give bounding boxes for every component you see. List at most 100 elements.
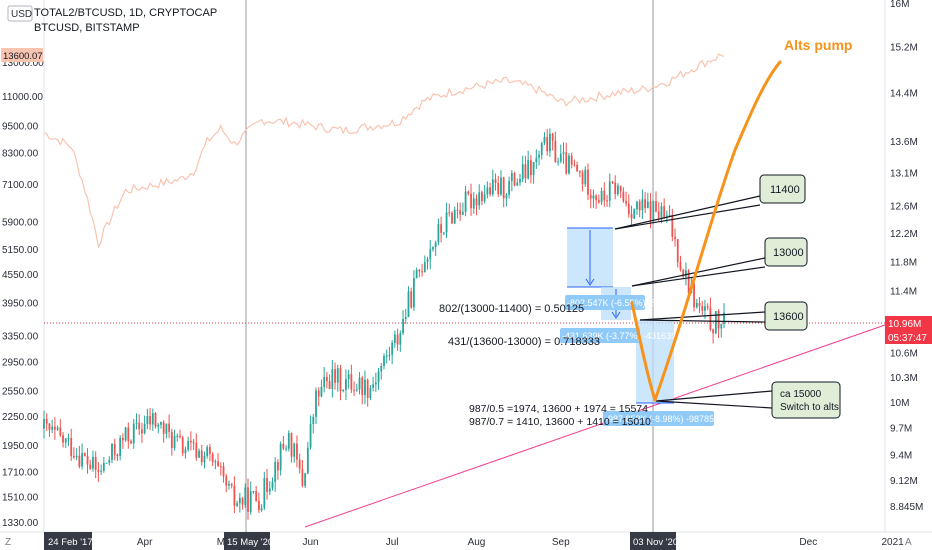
candle: [497, 175, 500, 198]
auto-scale-label[interactable]: A: [905, 537, 912, 548]
candle: [238, 492, 241, 513]
measure-label-1-bg: [565, 295, 645, 310]
candle: [154, 412, 157, 429]
candle: [285, 445, 287, 452]
candle: [584, 166, 587, 187]
candle: [638, 199, 641, 218]
candle: [399, 330, 402, 352]
candle: [53, 417, 56, 440]
callout-15000[interactable]: [771, 381, 841, 419]
time-tick-label: Apr: [137, 537, 153, 548]
candle: [306, 441, 309, 475]
candle: [257, 492, 260, 514]
candle: [524, 155, 527, 183]
candle: [674, 228, 676, 247]
candle: [181, 435, 184, 457]
candle: [698, 296, 701, 313]
candle: [83, 452, 86, 457]
candle: [529, 155, 532, 184]
candle: [709, 297, 712, 332]
pink-trendline[interactable]: [304, 324, 886, 528]
candle: [393, 330, 396, 348]
candle: [168, 414, 171, 439]
candle: [132, 418, 135, 449]
candle: [657, 202, 660, 222]
measure-1-arrowhead: [585, 278, 595, 286]
candle: [423, 255, 426, 273]
candle: [195, 433, 198, 461]
candle: [521, 155, 524, 183]
candle: [486, 181, 489, 199]
candle: [388, 346, 391, 361]
candle: [682, 268, 685, 279]
time-tick-label: Dec: [799, 537, 817, 548]
candle: [660, 202, 663, 224]
candle: [119, 435, 122, 461]
candle: [475, 194, 478, 216]
zoom-corner-label[interactable]: Z: [5, 537, 11, 548]
candle: [48, 423, 51, 437]
callout-line-15000: [655, 390, 773, 402]
right-tick-label: 13.1M: [890, 169, 918, 180]
candle: [587, 163, 589, 201]
candle: [557, 157, 559, 166]
right-tick-label: 9.12M: [890, 476, 918, 487]
candle: [325, 371, 328, 389]
candle: [287, 430, 290, 452]
candle: [146, 408, 149, 430]
left-tick-label: 4550.00: [2, 270, 39, 281]
calc-text-2: 431/(13600-13000) = 0.718333: [448, 336, 600, 348]
currency-button[interactable]: [7, 5, 33, 22]
candle: [595, 194, 598, 209]
candle: [568, 153, 570, 175]
main-symbol-title[interactable]: TOTAL2/BTCUSD, 1D, CRYPTOCAP: [34, 7, 217, 19]
candle: [176, 433, 179, 442]
candle: [358, 372, 361, 395]
candle: [608, 173, 611, 208]
candle: [646, 192, 649, 209]
right-tick-label: 12.2M: [890, 229, 918, 240]
measure-label-2: -431.639K (-3.77%) -431639: [562, 331, 676, 341]
callout-11400[interactable]: [759, 174, 806, 204]
right-tick-label: 9.7M: [890, 424, 912, 435]
left-tick-label: 1710.00: [2, 467, 39, 478]
time-tick-label: Jun: [302, 537, 318, 548]
callout-13600[interactable]: [764, 301, 808, 331]
callout-15000-line1: ca 15000: [780, 389, 822, 400]
candle: [149, 407, 151, 430]
left-price-axis[interactable]: [0, 0, 44, 532]
candle: [249, 481, 252, 515]
candle: [67, 433, 70, 446]
candle: [233, 476, 236, 514]
orange-projection-down[interactable]: [630, 301, 657, 402]
left-tick-label: 7100.00: [2, 180, 39, 191]
candle: [252, 490, 255, 494]
candle: [116, 453, 119, 461]
candle: [410, 287, 413, 309]
left-tick-label: 13000.00: [2, 58, 44, 69]
candle: [260, 504, 263, 512]
calc-text-1: 802/(13000-11400) = 0.50125: [439, 303, 584, 315]
candle: [453, 206, 456, 225]
candle: [445, 202, 448, 239]
candle: [464, 185, 467, 217]
candle: [228, 480, 230, 490]
candle: [619, 185, 622, 198]
orange-projection-up[interactable]: [653, 60, 782, 402]
callout-13000[interactable]: [764, 237, 808, 267]
left-tick-label: 11000.00: [2, 92, 43, 103]
candle: [611, 180, 614, 185]
candle: [263, 471, 266, 510]
overlay-symbol-title[interactable]: BTCUSD, BITSTAMP: [34, 22, 140, 34]
candle: [404, 308, 407, 325]
candle: [151, 408, 154, 431]
candle: [198, 448, 200, 459]
candle: [655, 191, 657, 213]
calc-text-4: 987/0.7 = 1410, 13600 + 1410 = 15010: [469, 416, 651, 428]
candle: [345, 369, 347, 401]
candle: [676, 239, 679, 268]
candle: [312, 414, 315, 434]
candle: [222, 462, 225, 483]
right-price-axis[interactable]: [885, 0, 932, 532]
